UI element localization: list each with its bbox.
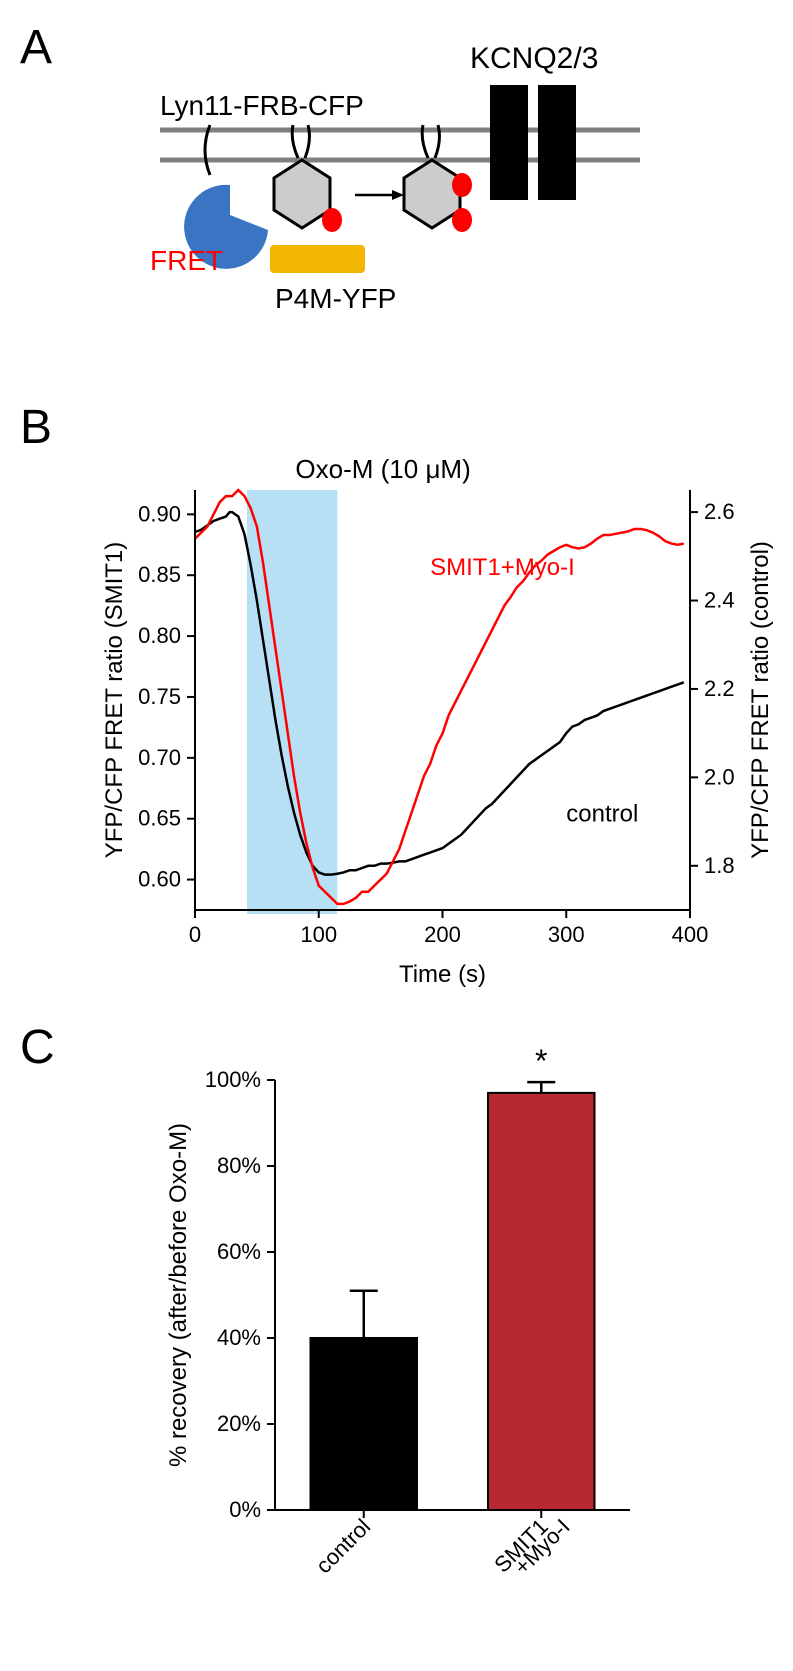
y-tick-left-label: 0.80	[138, 623, 181, 648]
y-tick-label: 0%	[229, 1497, 261, 1522]
panel-b-title: Oxo-M (10 μM)	[295, 454, 470, 484]
channel-block-2	[538, 85, 576, 200]
hexagon-1	[274, 160, 330, 228]
y-axis-right-label: YFP/CFP FRET ratio (control)	[747, 541, 774, 859]
hexagon-2	[404, 160, 460, 228]
x-tick-label: 400	[672, 922, 709, 947]
y-tick-label: 80%	[217, 1153, 261, 1178]
y-tick-label: 60%	[217, 1239, 261, 1264]
significance-marker: *	[535, 1043, 547, 1079]
fret-label: FRET	[150, 245, 223, 276]
sensor-box	[270, 245, 365, 273]
panel-a-label: A	[20, 20, 52, 75]
y-tick-right-label: 2.0	[704, 764, 735, 789]
panel-b: B 0 100 200 300 400 0.60 0.65 0.70 0.75 0.80 0.85 0…	[20, 400, 773, 1000]
panel-b-chart: 0 100 200 300 400 0.60 0.65 0.70 0.75 0.80 0.85 0.9…	[100, 440, 780, 1000]
panel-c-chart: controlSMIT1+Myo-I0%20%40%60%80%100%% re…	[160, 1030, 660, 1640]
dot-1a	[322, 208, 342, 232]
y-tick-right-label: 2.6	[704, 499, 735, 524]
bar	[311, 1338, 418, 1510]
kcnq-label: KCNQ2/3	[470, 42, 598, 75]
y-tick-left-label: 0.70	[138, 745, 181, 770]
y-tick-label: 20%	[217, 1411, 261, 1436]
y-tick-label: 40%	[217, 1325, 261, 1350]
dot-2b	[452, 173, 472, 197]
y-tick-left-label: 0.60	[138, 867, 181, 892]
bar	[488, 1093, 595, 1510]
y-tick-left-label: 0.75	[138, 684, 181, 709]
panel-b-label: B	[20, 400, 52, 455]
panel-a-diagram: KCNQ2/3 Lyn11-FRB-CFP FRET P4M-YFP	[130, 30, 730, 360]
y-axis-label: % recovery (after/before Oxo-M)	[165, 1123, 192, 1467]
control-label: control	[566, 801, 638, 828]
panel-c: C controlSMIT1+Myo-I0%20%40%60%80%100%% …	[20, 1020, 773, 1640]
y-tick-right-label: 2.2	[704, 676, 735, 701]
x-tick-label: 200	[424, 922, 461, 947]
y-tick-right-label: 2.4	[704, 588, 735, 613]
x-tick-label: 300	[548, 922, 585, 947]
y-tick-left-label: 0.65	[138, 806, 181, 831]
x-tick-label: 100	[300, 922, 337, 947]
smit1-label: SMIT1+Myo-I	[430, 554, 575, 581]
x-axis-label: Time (s)	[399, 961, 486, 988]
arrow-head	[392, 190, 404, 200]
panel-c-label: C	[20, 1020, 55, 1075]
y-tick-left-label: 0.85	[138, 562, 181, 587]
membrane-label: Lyn11-FRB-CFP	[160, 90, 364, 121]
y-tick-left-label: 0.90	[138, 501, 181, 526]
y-tick-label: 100%	[205, 1067, 261, 1092]
y-tick-right-label: 1.8	[704, 853, 735, 878]
bar-label: control	[311, 1514, 375, 1578]
channel-block-1	[490, 85, 528, 200]
sensor-label: P4M-YFP	[275, 283, 396, 314]
dot-2a	[452, 208, 472, 232]
y-axis-left-label: YFP/CFP FRET ratio (SMIT1)	[101, 542, 128, 859]
panel-a: A KCNQ2/3 Lyn11-FRB-CFP FRET	[20, 20, 773, 380]
x-tick-label: 0	[189, 922, 201, 947]
